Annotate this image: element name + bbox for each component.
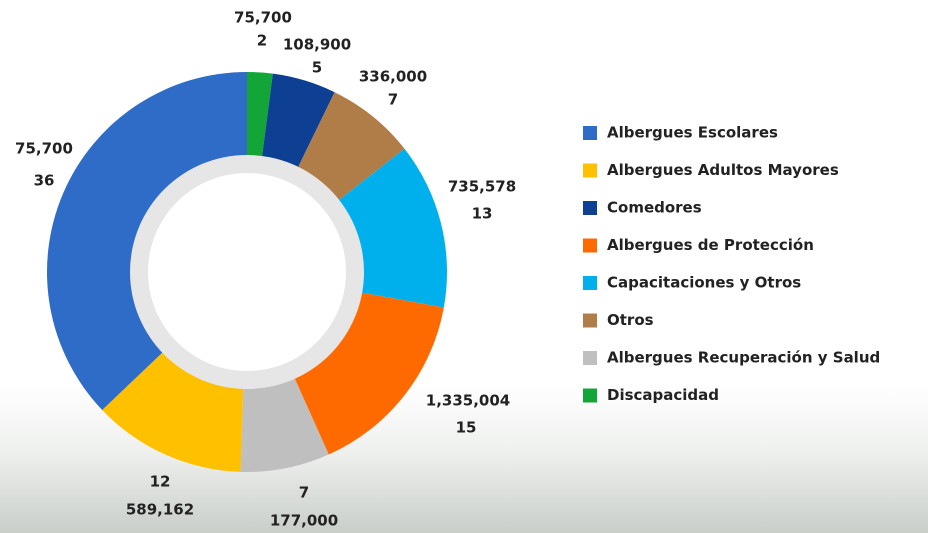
legend-label: Albergues Recuperación y Salud (607, 349, 880, 367)
legend-label: Capacitaciones y Otros (607, 274, 801, 292)
count-label: 2 (257, 32, 267, 50)
legend-swatch (583, 313, 597, 328)
count-label: 5 (312, 59, 322, 77)
legend-swatch (583, 388, 597, 403)
amount-label: 589,162 (126, 501, 194, 519)
legend-swatch (583, 351, 597, 365)
inner-hole (148, 173, 346, 371)
legend-swatch (583, 238, 597, 253)
legend-swatch (583, 276, 597, 290)
amount-label: 336,000 (359, 68, 427, 86)
amount-label: 177,000 (270, 512, 338, 530)
amount-label: 75,700 (15, 140, 73, 158)
legend-label: Albergues Escolares (607, 124, 778, 142)
legend-label: Discapacidad (607, 386, 719, 404)
count-label: 15 (456, 419, 477, 437)
count-label: 13 (472, 205, 493, 223)
count-label: 12 (150, 473, 171, 491)
count-label: 36 (34, 172, 55, 190)
amount-label: 1,335,004 (426, 392, 510, 410)
count-label: 7 (299, 484, 309, 502)
legend-label: Albergues Adultos Mayores (607, 161, 839, 179)
donut-segment (247, 72, 273, 173)
legend-label: Comedores (607, 199, 702, 217)
donut-segment (259, 73, 335, 183)
legend-swatch (583, 163, 597, 178)
legend-label: Otros (607, 311, 654, 329)
donut-segment (240, 363, 329, 472)
legend-swatch (583, 201, 597, 215)
amount-label: 735,578 (448, 178, 516, 196)
amount-label: 75,700 (234, 9, 292, 27)
legend-label: Albergues de Protección (607, 236, 814, 254)
legend-swatch (583, 126, 597, 140)
donut-segment (287, 289, 444, 455)
count-label: 7 (388, 91, 398, 109)
amount-label: 108,900 (283, 36, 351, 54)
